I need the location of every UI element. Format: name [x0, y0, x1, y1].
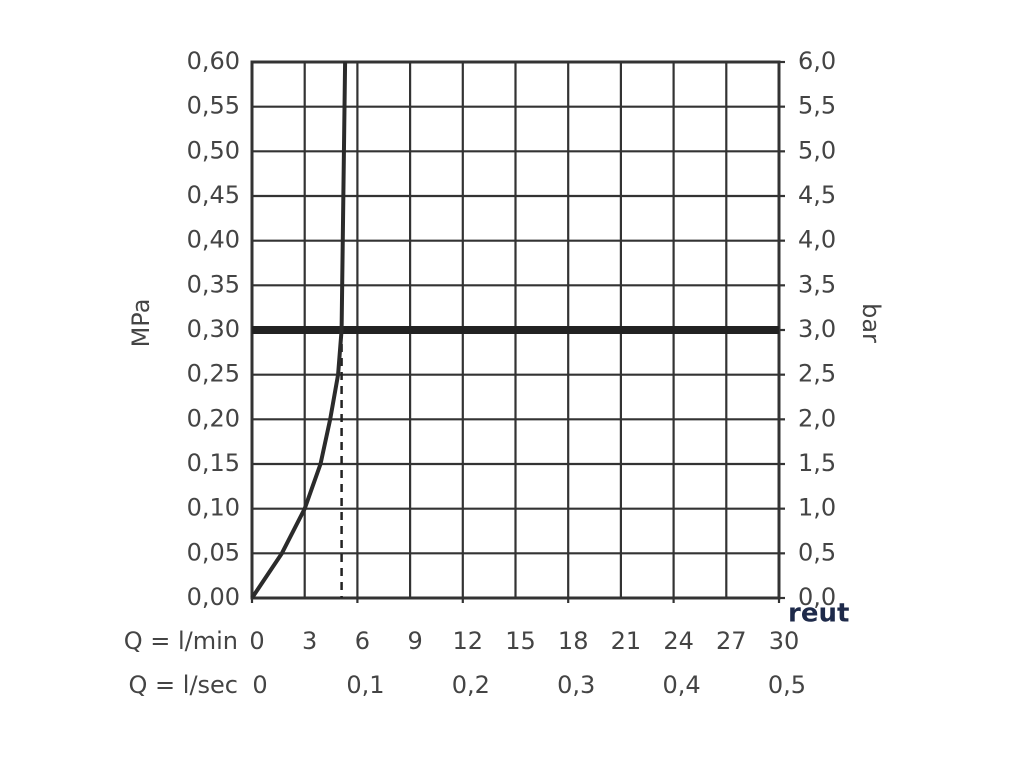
x-tick-label: 15 — [505, 627, 536, 655]
y-tick-label: 0,05 — [187, 538, 240, 566]
x-tick-label: 0 — [249, 627, 264, 655]
x2-tick-label: 0 — [252, 671, 267, 699]
y-tick-label: 0,15 — [187, 449, 240, 477]
y-tick-label: 0,50 — [187, 136, 240, 164]
x2-axis-label: Q = l/sec — [129, 671, 238, 699]
y2-tick-label: 6,0 — [798, 47, 836, 75]
y-tick-label: 0,45 — [187, 181, 240, 209]
x-tick-label: 21 — [611, 627, 642, 655]
y2-tick-label: 2,5 — [798, 360, 836, 388]
y2-tick-label: 1,5 — [798, 449, 836, 477]
x2-tick-label: 0,4 — [663, 671, 701, 699]
x-axis-label: Q = l/min — [124, 627, 238, 655]
y-tick-label: 0,10 — [187, 494, 240, 522]
y2-tick-label: 1,0 — [798, 494, 836, 522]
y-tick-label: 0,00 — [187, 583, 240, 611]
y2-tick-label: 2,0 — [798, 404, 836, 432]
x-tick-label: 12 — [453, 627, 484, 655]
y2-tick-label: 0,0 — [798, 583, 836, 611]
y2-tick-label: 5,5 — [798, 92, 836, 120]
x-tick-label: 18 — [558, 627, 589, 655]
y-tick-label: 0,55 — [187, 92, 240, 120]
y2-tick-label: 0,5 — [798, 538, 836, 566]
x-tick-label: 27 — [716, 627, 747, 655]
x-tick-label: 3 — [302, 627, 317, 655]
x-tick-label: 9 — [407, 627, 422, 655]
x-tick-label: 30 — [769, 627, 800, 655]
y2-tick-label: 4,5 — [798, 181, 836, 209]
y-tick-label: 0,20 — [187, 404, 240, 432]
y2-tick-label: 3,5 — [798, 270, 836, 298]
flow-curve — [250, 61, 348, 600]
x2-tick-label: 0,2 — [452, 671, 490, 699]
x2-tick-label: 0,1 — [346, 671, 384, 699]
y-tick-label: 0,60 — [187, 47, 240, 75]
y2-tick-label: 4,0 — [798, 226, 836, 254]
x2-tick-label: 0,3 — [557, 671, 595, 699]
y-tick-label: 0,25 — [187, 360, 240, 388]
x-tick-label: 6 — [355, 627, 370, 655]
y2-axis-label: bar — [857, 303, 885, 343]
watermark: reut — [788, 599, 849, 629]
y-tick-label: 0,35 — [187, 270, 240, 298]
y2-tick-label: 5,0 — [798, 136, 836, 164]
x2-tick-label: 0,5 — [768, 671, 806, 699]
x-tick-label: 24 — [663, 627, 694, 655]
y-tick-label: 0,40 — [187, 226, 240, 254]
y2-tick-label: 3,0 — [798, 315, 836, 343]
y-tick-label: 0,30 — [187, 315, 240, 343]
y-axis-label: MPa — [127, 299, 155, 348]
